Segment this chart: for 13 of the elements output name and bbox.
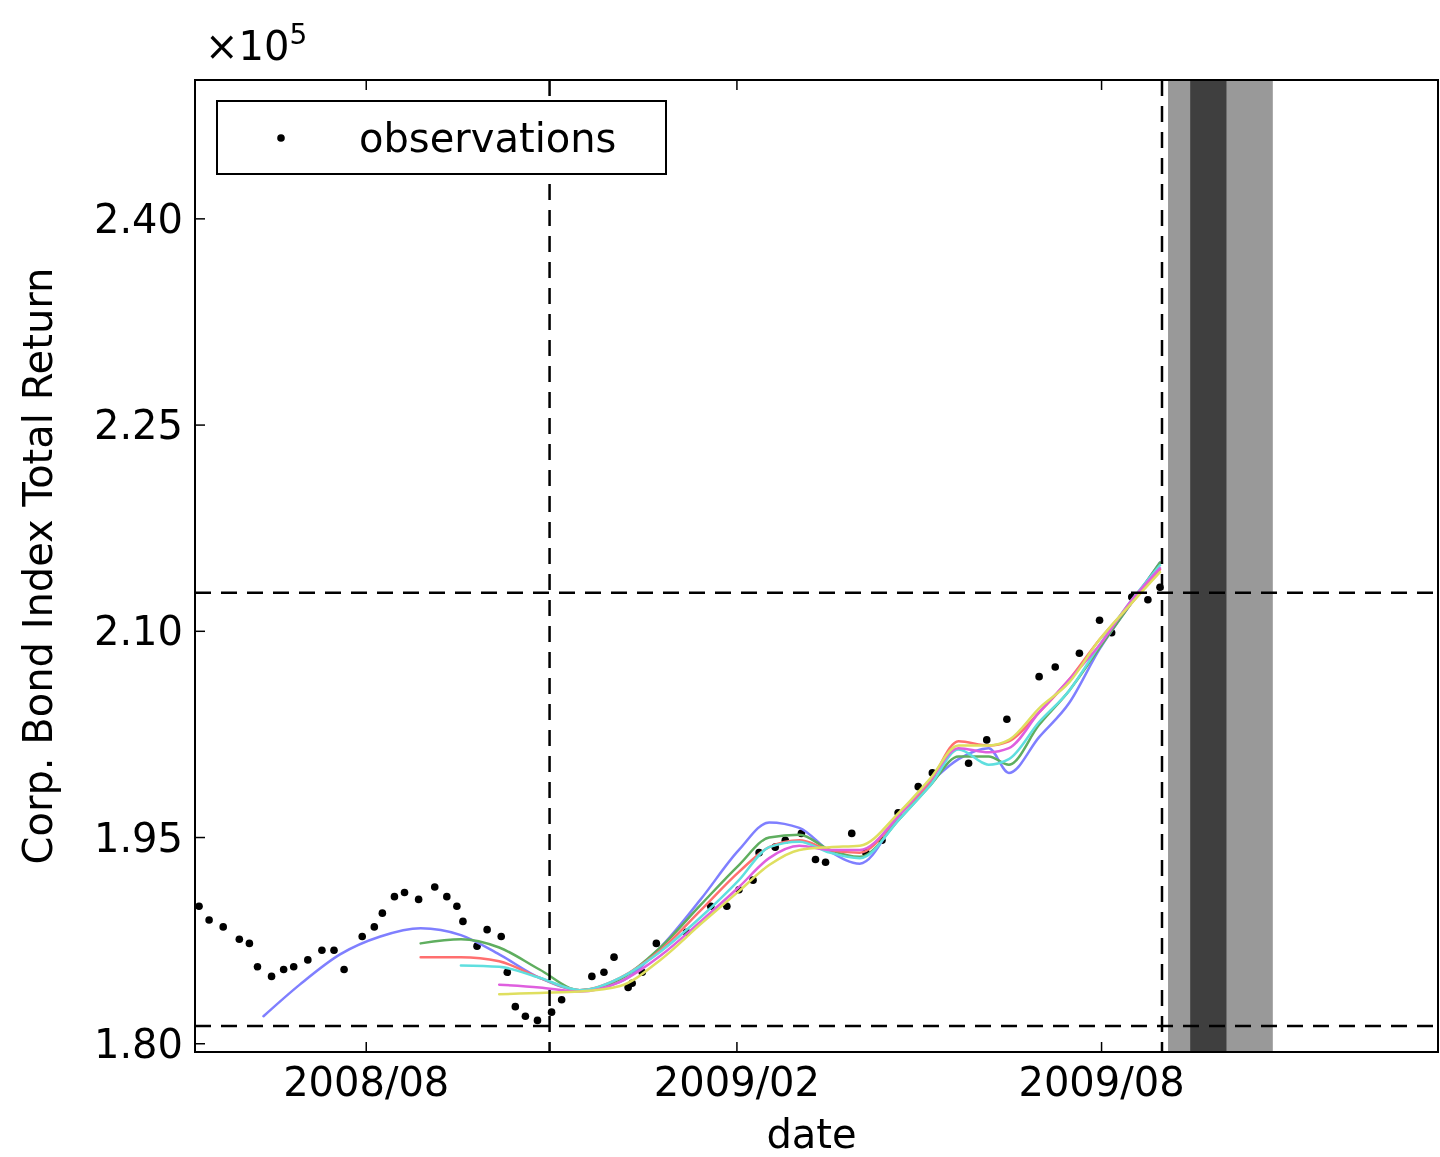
legend: observations	[216, 100, 667, 175]
y-tick-label: 2.25	[93, 402, 183, 449]
text: ×10$^{5}$	[205, 17, 308, 69]
x-tick-label: 2008/08	[283, 1059, 450, 1105]
x-tick-label: 2009/08	[1018, 1059, 1185, 1105]
y-axis-title: Corp. Bond Index Total Return	[15, 267, 61, 865]
y-tick-label: 1.95	[93, 814, 183, 861]
x-axis-title: date	[766, 1111, 857, 1157]
y-tick-label: 1.80	[93, 1020, 183, 1067]
x-tick-label: 2009/02	[653, 1059, 821, 1105]
legend-label: observations	[359, 115, 617, 161]
y-tick-label: 2.40	[93, 195, 183, 242]
y-tick-label: 2.10	[93, 608, 183, 655]
